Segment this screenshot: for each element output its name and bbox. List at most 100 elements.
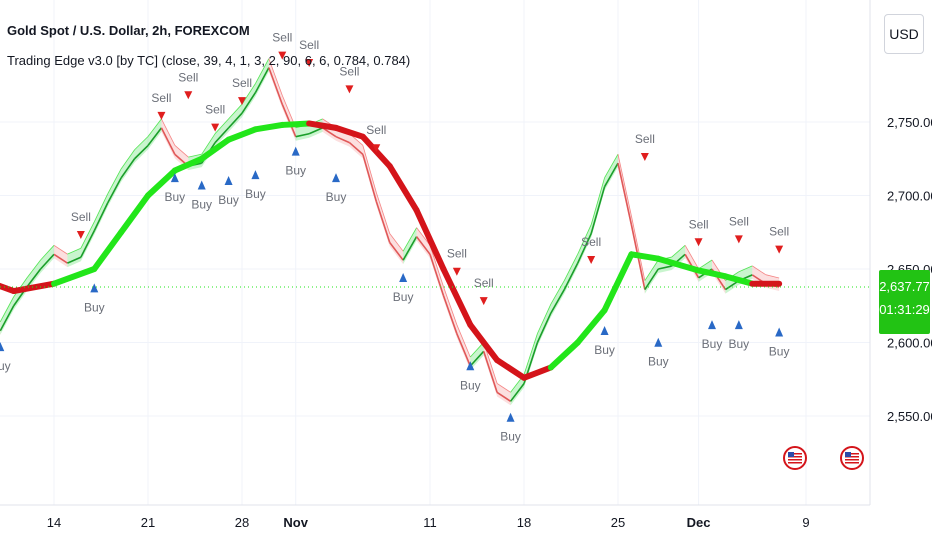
price-segment (644, 268, 659, 291)
trend-band-segment (0, 296, 14, 335)
trend-band-segment (134, 136, 148, 163)
band-upper-edge (402, 227, 417, 252)
bar-countdown: 01:31:29 (879, 302, 930, 317)
band-upper-edge (765, 274, 780, 279)
sell-label: Sell (769, 225, 789, 239)
price-segment (295, 132, 310, 138)
trend-segment (413, 207, 447, 272)
symbol-title[interactable]: Gold Spot / U.S. Dollar, 2h, FOREXCOM (7, 23, 250, 38)
trend-segment (252, 121, 286, 133)
current-price-tag: 2,637.77 01:31:29 (879, 270, 930, 334)
sell-marker (305, 58, 314, 67)
us-flag-icon[interactable] (840, 446, 864, 470)
x-tick-label: 11 (423, 515, 437, 530)
band-upper-edge (604, 153, 619, 178)
trend-segment (306, 120, 339, 131)
trend-segment (722, 273, 756, 287)
price-segment (442, 295, 458, 334)
band-upper-edge (738, 265, 753, 273)
band-upper-edge (174, 145, 189, 158)
buy-marker (224, 176, 233, 186)
trend-line (0, 120, 783, 381)
buy-marker (600, 325, 609, 335)
price-segment (281, 104, 297, 138)
trend-segment (171, 155, 205, 174)
sell-marker (640, 153, 649, 162)
x-tick-label: Nov (283, 515, 308, 530)
price-segment (93, 202, 109, 232)
trend-band-segment (604, 154, 618, 191)
band-upper-edge (26, 259, 41, 278)
trend-segment (521, 364, 554, 381)
x-tick-label: 25 (611, 515, 625, 530)
trend-band-segment (403, 227, 417, 265)
sell-marker (157, 111, 166, 120)
buy-marker (251, 170, 260, 180)
band-upper-edge (255, 58, 270, 84)
band-upper-edge (496, 383, 511, 393)
band-upper-edge (147, 118, 162, 137)
us-flag-icon[interactable] (783, 446, 807, 470)
buy-label: Buy (393, 290, 414, 304)
price-segment (53, 253, 68, 264)
buy-label: Buy (0, 359, 11, 373)
band-upper-edge (268, 58, 283, 96)
buy-marker (0, 342, 5, 352)
trend-band-segment (161, 118, 175, 159)
sell-label: Sell (205, 103, 225, 117)
signal-markers: Buy Sell Buy Sell Buy Sell Buy Sell Buy Sell Buy Se… (0, 31, 789, 444)
trend-segment (440, 266, 474, 328)
x-tick-label: 18 (517, 515, 531, 530)
sell-marker (278, 51, 287, 60)
y-tick-label: 2,550.00 (887, 409, 932, 424)
flag-stripe (845, 453, 859, 455)
trend-segment (118, 192, 151, 236)
trend-band-segment (537, 304, 551, 347)
x-tick-label: 14 (47, 515, 61, 530)
currency-button[interactable]: USD (884, 14, 924, 54)
buy-label: Buy (648, 355, 669, 369)
band-upper-edge (214, 118, 229, 134)
price-segment (322, 127, 337, 138)
trend-band-segment (80, 221, 95, 262)
x-tick-label: 9 (802, 515, 809, 530)
price-segment (375, 201, 391, 243)
band-upper-edge (67, 247, 82, 255)
price-segment (268, 67, 284, 105)
band-upper-edge (631, 215, 646, 281)
sell-marker (211, 123, 220, 132)
trend-segment (695, 267, 729, 280)
indicator-legend[interactable]: Trading Edge v3.0 [by TC] (close, 39, 4,… (7, 53, 411, 68)
flag-canton (788, 452, 794, 457)
price-segment (590, 186, 606, 234)
buy-label: Buy (594, 343, 615, 357)
flag-stripe (845, 456, 859, 458)
price-segment (563, 262, 579, 290)
trend-band-segment (564, 254, 578, 294)
price-segment (120, 158, 136, 179)
flag-canton (845, 452, 851, 457)
buy-marker (466, 361, 475, 371)
event-flags[interactable] (783, 446, 864, 470)
price-segment (482, 351, 498, 393)
sell-marker (76, 230, 85, 239)
trend-segment (198, 136, 232, 162)
buy-label: Buy (500, 430, 521, 444)
band-upper-edge (577, 224, 592, 255)
trend-segment (494, 357, 527, 381)
price-segment (348, 141, 364, 155)
buy-marker (197, 180, 206, 190)
sell-label: Sell (366, 123, 386, 137)
band-upper-edge (537, 303, 552, 334)
trend-band-segment (685, 245, 699, 282)
trend-segment (91, 229, 125, 272)
band-upper-edge (443, 286, 458, 325)
sell-label: Sell (151, 91, 171, 105)
price-segment (227, 112, 243, 129)
price-segment (308, 127, 323, 135)
price-segment (469, 350, 485, 367)
band-upper-edge (201, 133, 216, 155)
price-segment (536, 312, 552, 343)
band-upper-edge (107, 168, 122, 195)
